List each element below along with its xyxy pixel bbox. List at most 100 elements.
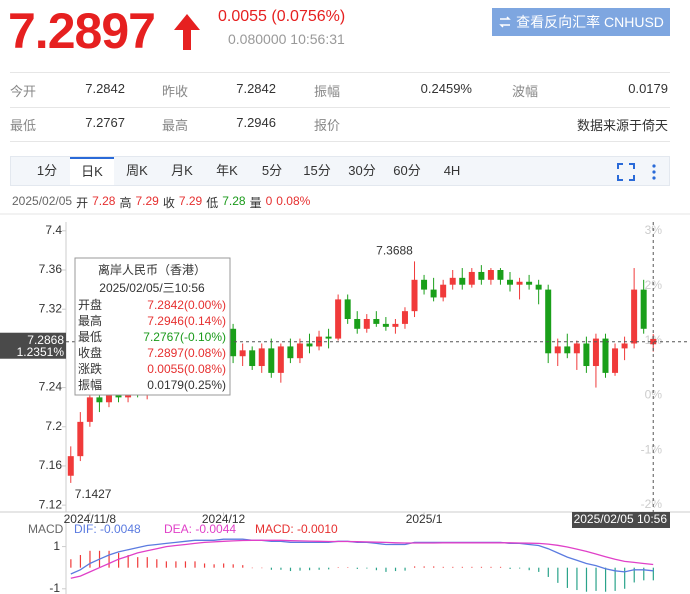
candle-body <box>230 328 237 357</box>
stat-value: 0.0179 <box>628 81 668 96</box>
ohlc-info: 2025/02/05 开 7.28 高 7.29 收 7.29 低 7.28 量 0 0.08% <box>12 194 310 211</box>
candle-body <box>277 346 284 373</box>
candle-body <box>650 338 657 345</box>
candle-body <box>612 348 619 373</box>
candle-body <box>564 346 571 354</box>
candle-body <box>96 397 103 403</box>
tooltip-label: 涨跌 <box>78 361 102 376</box>
macd-bar <box>442 566 444 568</box>
macd-bar <box>79 555 82 568</box>
macd-bar <box>156 559 158 568</box>
price: 7.2897 <box>8 3 156 59</box>
candle-body <box>249 350 256 367</box>
candle-body <box>258 348 265 367</box>
macd-bar <box>232 564 234 568</box>
macd-bar <box>137 557 139 568</box>
candle-body <box>526 281 533 285</box>
macd-bar <box>118 552 120 568</box>
stat-label: 波幅 <box>512 84 539 99</box>
tooltip-value: 7.2767(-0.10%) <box>143 330 226 344</box>
stat-value: 7.2767 <box>85 115 125 130</box>
macd-bar <box>404 567 406 571</box>
macd-bar <box>251 567 253 569</box>
stat-label: 报价 <box>314 118 341 133</box>
macd-bar <box>394 567 397 572</box>
macd-bar <box>146 557 148 568</box>
macd-bar <box>203 563 206 568</box>
up-arrow-icon <box>174 14 200 50</box>
candle-body <box>363 318 370 329</box>
tooltip-time: 2025/02/05/三10:56 <box>99 281 205 295</box>
macd-bar <box>108 550 110 568</box>
macd-bar <box>433 566 435 568</box>
macd-bar <box>528 567 530 571</box>
period-tabs: 1分 日K 周K 月K 年K 5分 15分 30分 60分 4H <box>10 156 670 186</box>
macd-bar <box>624 567 626 589</box>
info-label: 量 <box>249 196 262 210</box>
candle-body <box>640 289 647 329</box>
info-value: 7.28 <box>92 194 116 208</box>
macd-bar <box>127 555 129 568</box>
candle-body <box>545 289 552 354</box>
period-tab[interactable]: 5分 <box>261 163 283 178</box>
macd-bar <box>194 561 196 568</box>
candle-body <box>516 281 523 285</box>
macd-bar <box>585 567 588 592</box>
candle-body <box>468 271 475 285</box>
macd-bar <box>614 567 616 591</box>
tooltip-value: 7.2897(0.08%) <box>147 346 226 360</box>
crosshair-price: 7.2868 <box>27 333 64 347</box>
more-icon[interactable] <box>649 163 659 181</box>
macd-bar <box>261 567 263 569</box>
divider <box>10 141 670 142</box>
candle-body <box>325 336 332 339</box>
macd-bar <box>499 566 502 568</box>
macd-bar <box>471 566 473 568</box>
macd-bar <box>452 566 454 568</box>
dea-line <box>70 539 654 579</box>
candle-body <box>382 323 389 327</box>
fullscreen-icon[interactable] <box>617 163 635 181</box>
macd-bar <box>461 566 463 568</box>
info-value: 7.29 <box>135 194 159 208</box>
period-tab[interactable]: 60分 <box>393 163 421 178</box>
candle-body <box>554 346 561 354</box>
macd-bar <box>328 567 330 570</box>
candle-body <box>373 318 380 324</box>
swap-icon <box>499 16 511 28</box>
period-tab[interactable]: 周K <box>126 163 148 178</box>
candle-body <box>621 343 628 349</box>
tooltip-label: 振幅 <box>78 377 102 392</box>
candle-body <box>335 299 342 339</box>
info-label: 高 <box>119 196 132 210</box>
candle-body <box>449 277 456 285</box>
period-tab[interactable]: 月K <box>171 163 193 178</box>
macd-bar <box>375 567 378 571</box>
candle-body <box>287 346 294 359</box>
candle-body <box>497 270 504 280</box>
stat-value: 0.2459% <box>420 81 472 96</box>
period-tab[interactable]: 日K <box>70 157 114 185</box>
macd-bar <box>318 567 320 570</box>
period-tab[interactable]: 年K <box>216 163 238 178</box>
candle-body <box>77 421 84 457</box>
tooltip-label: 收盘 <box>78 345 102 360</box>
candle-body <box>583 343 590 367</box>
reverse-rate-button[interactable]: 查看反向汇率 CNHUSD <box>492 8 670 36</box>
x-tick-label: 2025/1 <box>406 512 443 526</box>
candle-body <box>306 343 313 347</box>
stat-label: 振幅 <box>314 84 341 99</box>
macd-bar <box>184 561 187 568</box>
period-tab[interactable]: 1分 <box>36 163 58 178</box>
candle-body <box>459 277 466 285</box>
x-tick-label: 2024/12 <box>202 512 246 526</box>
period-tab[interactable]: 4H <box>443 163 461 178</box>
period-tab[interactable]: 30分 <box>348 163 376 178</box>
candle-body <box>631 289 638 344</box>
period-tab[interactable]: 15分 <box>303 163 331 178</box>
macd-bar <box>652 567 654 581</box>
info-date: 2025/02/05 <box>12 194 73 208</box>
candle-body <box>392 323 399 327</box>
candle-body <box>573 343 580 354</box>
